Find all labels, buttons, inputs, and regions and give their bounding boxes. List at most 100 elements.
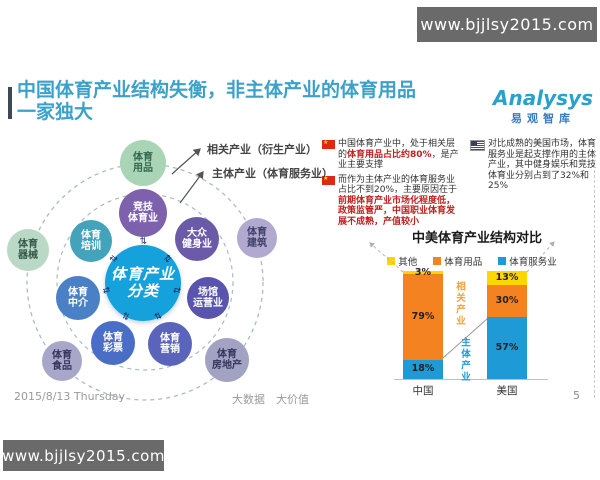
- bubble-label: 食品: [52, 361, 72, 372]
- bubble-label: 体育: [52, 350, 72, 361]
- legend-swatch: [387, 257, 396, 265]
- footer-date: 2015/8/13 Thursday: [14, 390, 126, 403]
- note-bullet-2-text: 而作为主体产业的体育服务业占比不到20%，主要原因在于前期体育产业市场化程度低，…: [338, 174, 458, 227]
- bubble-label: 培训: [81, 241, 101, 252]
- comparison-chart: 中美体育产业结构对比 其他 体育用品 体育服务业 3% 79% 18% 13% 30% 57…: [358, 225, 596, 397]
- bubble-label: 体育: [68, 287, 88, 298]
- bubble-tiyu-yongpin: 体育 用品: [120, 140, 166, 186]
- main-industry-label: 主体产业（体育服务业）: [212, 167, 333, 180]
- chart-title: 中美体育产业结构对比: [411, 231, 542, 246]
- cycle-arrow-icon: ⇄: [172, 285, 182, 297]
- bubble-dazhong-jianshenye: 大众 健身业: [175, 217, 219, 261]
- bubble-label: 营销: [160, 344, 180, 355]
- bar-china: 3% 79% 18%: [403, 266, 443, 379]
- bubble-label: 体育: [81, 230, 101, 241]
- annotation-related-industry: 相关产业: [454, 281, 465, 327]
- right-dashed-guide: [526, 241, 555, 273]
- segment-divider-line: [442, 318, 488, 359]
- bubble-label: 体育: [247, 227, 267, 238]
- legend-swatch: [433, 257, 442, 265]
- bubble-label: 运营业: [193, 298, 223, 309]
- bubble-label: 场馆: [198, 287, 218, 298]
- bubble-tiyu-peixun: 体育 培训: [70, 220, 112, 262]
- note-bullet-2: ★ 而作为主体产业的体育服务业占比不到20%，主要原因在于前期体育产业市场化程度…: [322, 175, 463, 228]
- bubble-diagram: 相关产业（衍生产业） 主体产业（体育服务业） 体育产业 分类 体育 用品 竞技 体育业 体育…: [0, 140, 345, 405]
- main-industry-arrow: [179, 171, 204, 204]
- page-title-line1: 中国体育产业结构失衡，非主体产业的体育用品: [17, 79, 417, 101]
- bubble-label: 体育: [18, 239, 38, 250]
- footer-slogan-2: 大价值: [276, 393, 309, 406]
- legend-label: 体育用品: [444, 257, 483, 268]
- legend-swatch: [498, 257, 507, 265]
- bubble-tiyu-yingxiao: 体育 营销: [148, 322, 192, 366]
- inner-ring-circle: [56, 193, 234, 371]
- bar-value-label: 79%: [411, 310, 435, 322]
- bubble-label: 竞技: [133, 202, 153, 213]
- related-industry-arrow: [171, 148, 201, 175]
- footer-slogan-1: 大数据: [232, 393, 265, 406]
- page-title: 中国体育产业结构失衡，非主体产业的体育用品 一家独大: [17, 79, 457, 123]
- bar-segment-体育服务业: 18%: [403, 359, 443, 379]
- notes-column-china: ★ 中国体育产业中，处于相关层的体育用品占比约80%，是产业主要支撑 ★ 而作为…: [322, 139, 463, 227]
- bubble-changguan-yunyingye: 场馆 运营业: [187, 277, 229, 319]
- page-title-line2: 一家独大: [17, 101, 94, 123]
- logo-chinese-name: 易观智库: [511, 112, 575, 125]
- x-axis-line: [394, 379, 548, 380]
- bubble-label: 体育产业: [110, 265, 175, 283]
- bubble-tiyu-caipiao: 体育 彩票: [91, 321, 135, 365]
- bar-value-label: 3%: [414, 266, 432, 278]
- bar-segment-体育服务业: 57%: [487, 317, 527, 379]
- bubble-label: 体育: [103, 332, 123, 343]
- bubble-tiyu-jianzhu: 体育 建筑: [237, 218, 277, 258]
- chart-legend: 其他 体育用品 体育服务业: [358, 254, 586, 268]
- logo-wordmark: Analysys: [493, 86, 593, 110]
- chart-lines-svg: [369, 241, 555, 359]
- bubble-label: 体育: [160, 333, 180, 344]
- legend-item-其他: 其他: [387, 254, 417, 268]
- us-flag-icon: [470, 140, 485, 151]
- note-bullet-1: ★ 中国体育产业中，处于相关层的体育用品占比约80%，是产业主要支撑: [322, 139, 463, 171]
- related-industry-label: 相关产业（衍生产业）: [207, 143, 317, 156]
- bubble-jingji-tiyuye: 竞技 体育业: [119, 189, 167, 237]
- annotation-main-industry: 主体产业: [459, 337, 470, 383]
- bubble-tiyu-qixie: 体育 器械: [7, 229, 49, 271]
- bubble-label: 中介: [68, 298, 88, 309]
- cycle-arrow-icon: ⇄: [101, 285, 112, 297]
- bar-segment-其他: 13%: [487, 271, 527, 286]
- note-bullet-3: 对比成熟的美国市场，体育服务业是起支撑作用的主体产业，其中健身娱乐和竞技体育业分…: [470, 139, 598, 192]
- bubble-tiyu-zhongjie: 体育 中介: [56, 276, 100, 320]
- bubble-tiyu-shipin: 体育 食品: [42, 341, 82, 381]
- right-dashed-border: [594, 140, 595, 398]
- bar-value-label: 18%: [411, 363, 435, 375]
- legend-item-体育服务业: 体育服务业: [498, 254, 557, 268]
- analysys-logo: Analysys 易观智库: [493, 87, 593, 126]
- bar-segment-其他: 3%: [403, 266, 443, 278]
- bubble-label: 彩票: [103, 343, 123, 354]
- analysis-notes: ★ 中国体育产业中，处于相关层的体育用品占比约80%，是产业主要支撑 ★ 而作为…: [322, 139, 598, 227]
- bubble-label: 器械: [18, 250, 38, 261]
- bubble-label: 体育业: [128, 213, 158, 224]
- category-label-china: 中国: [412, 385, 434, 397]
- left-dashed-guide: [369, 242, 404, 273]
- bubble-label: 建筑: [247, 238, 267, 249]
- legend-label: 体育服务业: [509, 257, 557, 268]
- watermark-top: www.bjjlsy2015.com: [417, 7, 597, 42]
- bubble-label: 用品: [133, 163, 153, 174]
- footer-slogan: 大数据 大价值: [232, 391, 309, 407]
- legend-label: 其他: [398, 257, 418, 268]
- bubble-label: 房地产: [212, 360, 242, 371]
- bubble-label: 分类: [126, 282, 159, 300]
- bar-value-label: 13%: [495, 272, 519, 284]
- page-number: 5: [573, 389, 580, 402]
- legend-item-体育用品: 体育用品: [433, 254, 482, 268]
- bubble-label: 体育: [217, 349, 237, 360]
- category-label-usa: 美国: [496, 385, 518, 397]
- bubble-label: 体育: [133, 152, 153, 163]
- bubble-label: 健身业: [182, 239, 212, 250]
- bar-value-label: 57%: [495, 342, 519, 354]
- cycle-arrow-icon: ⇄: [137, 236, 148, 245]
- bubble-label: 大众: [187, 228, 207, 239]
- china-flag-icon: ★: [322, 139, 335, 149]
- bubble-center: 体育产业 分类: [105, 245, 181, 321]
